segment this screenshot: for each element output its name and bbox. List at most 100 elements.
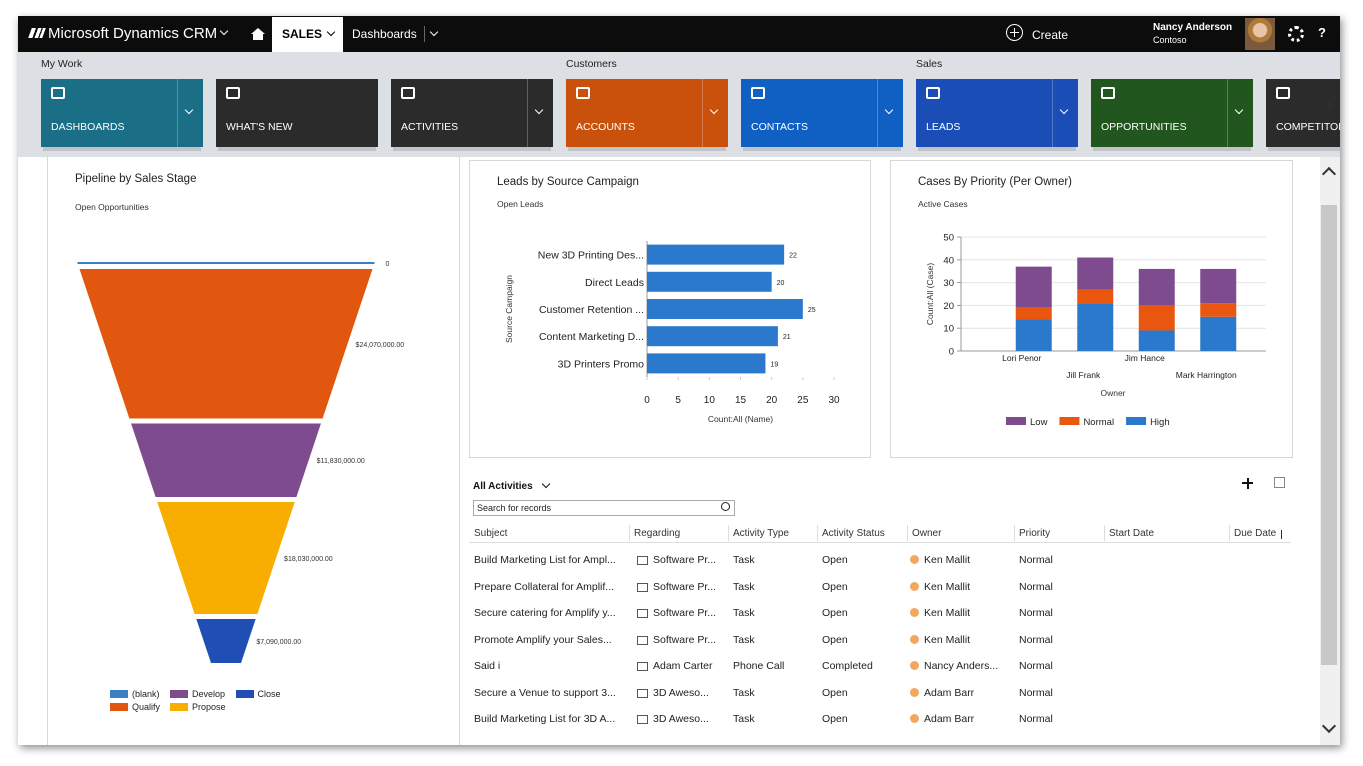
nav-tile[interactable]: LEADS (916, 79, 1078, 147)
legend-label: Normal (1083, 417, 1114, 428)
tile-icon (226, 87, 240, 99)
user-avatar[interactable] (1245, 18, 1275, 50)
scroll-up[interactable] (1321, 166, 1337, 182)
tile-icon (926, 87, 940, 99)
legend-label: Close (257, 688, 281, 699)
tile-icon (576, 87, 590, 99)
column-header[interactable]: Regarding (634, 528, 681, 539)
y-tick-label: 10 (943, 324, 954, 335)
cell: Ken Mallit (924, 580, 971, 593)
cell: 3D Aweso... (653, 686, 709, 699)
bar-segment (1015, 266, 1052, 308)
cell: Secure catering for Amplify y... (474, 607, 616, 619)
bar-segment (1138, 268, 1175, 306)
activity-row[interactable]: Secure a Venue to support 3... 3D Aweso..… (469, 685, 1291, 705)
search-box[interactable]: Search for records (473, 500, 735, 516)
legend-swatch (110, 689, 128, 698)
activity-row[interactable]: Build Marketing List for Ampl... Software… (469, 552, 1291, 572)
owner-icon (910, 714, 919, 723)
data-label: $11,830,000.00 (317, 458, 365, 465)
regarding-icon (637, 662, 648, 671)
activity-row[interactable]: Said i Adam Carter Phone Call Completed Nanc… (469, 658, 1291, 678)
legend-label: Develop (192, 688, 226, 699)
legend-item: Normal (1059, 417, 1114, 428)
nav-tile[interactable]: CONTACTS (741, 79, 903, 147)
sort-arrow (1281, 530, 1282, 539)
scrollbar[interactable] (1320, 157, 1340, 745)
tile-label: WHAT'S NEW (226, 121, 293, 133)
tile-icon (1101, 87, 1115, 99)
legend-swatch (170, 689, 189, 698)
home-icon-base (253, 34, 263, 40)
grid-view-icon[interactable] (1274, 477, 1285, 488)
activity-row[interactable]: Prepare Collateral for Amplif... Software… (469, 579, 1291, 599)
create-icon[interactable] (1006, 24, 1023, 41)
bar-segment (1077, 257, 1114, 290)
cell: Task (733, 554, 755, 566)
cell: Prepare Collateral for Amplif... (474, 580, 615, 593)
legend-label: Qualify (132, 701, 161, 712)
cell: Ken Mallit (924, 633, 971, 646)
tile-icon (751, 87, 765, 99)
nav-tile[interactable]: COMPETITORS (1266, 79, 1340, 147)
section-label[interactable]: Dashboards (352, 27, 417, 41)
x-axis-label: Owner (1100, 388, 1125, 398)
regarding-icon (637, 635, 648, 645)
column-header[interactable]: Priority (1019, 528, 1051, 539)
separator (424, 26, 425, 42)
cell: Normal (1019, 660, 1053, 672)
activity-row[interactable]: Build Marketing List for 3D A... 3D Aweso… (469, 711, 1291, 731)
cell: Normal (1019, 713, 1053, 725)
activities-title[interactable]: All Activities (473, 481, 533, 492)
column-header[interactable]: Owner (912, 528, 942, 539)
nav-tile[interactable]: DASHBOARDS (41, 79, 203, 147)
nav-tile[interactable]: WHAT'S NEW (216, 79, 378, 147)
brand[interactable]: Microsoft Dynamics CRM (48, 25, 218, 42)
create-plus-v (1013, 27, 1016, 37)
legend-item: Propose (170, 700, 226, 713)
column-header[interactable]: Start Date (1109, 528, 1155, 539)
help[interactable]: ? (1318, 25, 1326, 40)
user-name[interactable]: Nancy Anderson (1153, 22, 1233, 33)
activity-row[interactable]: Promote Amplify your Sales... Software Pr… (469, 632, 1291, 652)
legend-swatch (1006, 417, 1026, 425)
cell: Normal (1019, 554, 1053, 566)
chart-panel: Cases By Priority (Per Owner) Active Case… (890, 160, 1293, 458)
area-tab[interactable]: SALES (272, 17, 343, 52)
x-tick-label: 20 (766, 395, 778, 406)
legend-item: Develop (170, 687, 226, 700)
tile-label: ACTIVITIES (401, 121, 459, 133)
settings-icon[interactable] (1288, 26, 1304, 42)
cell: Open (822, 554, 848, 566)
home-icon[interactable] (251, 28, 265, 34)
cell: Normal (1019, 607, 1053, 619)
column-header[interactable]: Subject (474, 528, 508, 539)
cell: Build Marketing List for 3D A... (474, 713, 616, 725)
chevron-icon (1059, 105, 1069, 115)
nav-tile[interactable]: OPPORTUNITIES (1091, 79, 1253, 147)
nav-tile[interactable]: ACCOUNTS (566, 79, 728, 147)
scroll-thumb[interactable] (1321, 205, 1337, 665)
owner-icon (910, 661, 919, 670)
nav-tile[interactable]: ACTIVITIES (391, 79, 553, 147)
column-header[interactable]: Activity Type (733, 528, 789, 539)
regarding-icon (637, 609, 648, 618)
cell: Said i (474, 660, 501, 672)
cell: Software Pr... (653, 633, 717, 646)
owner-icon (910, 634, 919, 644)
create-label[interactable]: Create (1032, 28, 1069, 42)
tile-divider (527, 79, 528, 147)
cell: Open (822, 580, 848, 593)
chart-panel: Pipeline by Sales Stage Open Opportunitie… (47, 157, 460, 745)
bar (647, 353, 766, 374)
column-header[interactable]: Activity Status (822, 528, 885, 539)
tile-label: LEADS (926, 121, 961, 133)
legend-swatch (235, 689, 254, 698)
scroll-down[interactable] (1321, 718, 1337, 734)
header-rule (469, 542, 1291, 543)
legend-item: Close (235, 687, 281, 700)
column-header[interactable]: Due Date (1234, 528, 1277, 539)
chevron-icon (884, 105, 894, 115)
category-label: 3D Printers Promo (558, 358, 645, 370)
activity-row[interactable]: Secure catering for Amplify y... Software… (469, 605, 1291, 625)
